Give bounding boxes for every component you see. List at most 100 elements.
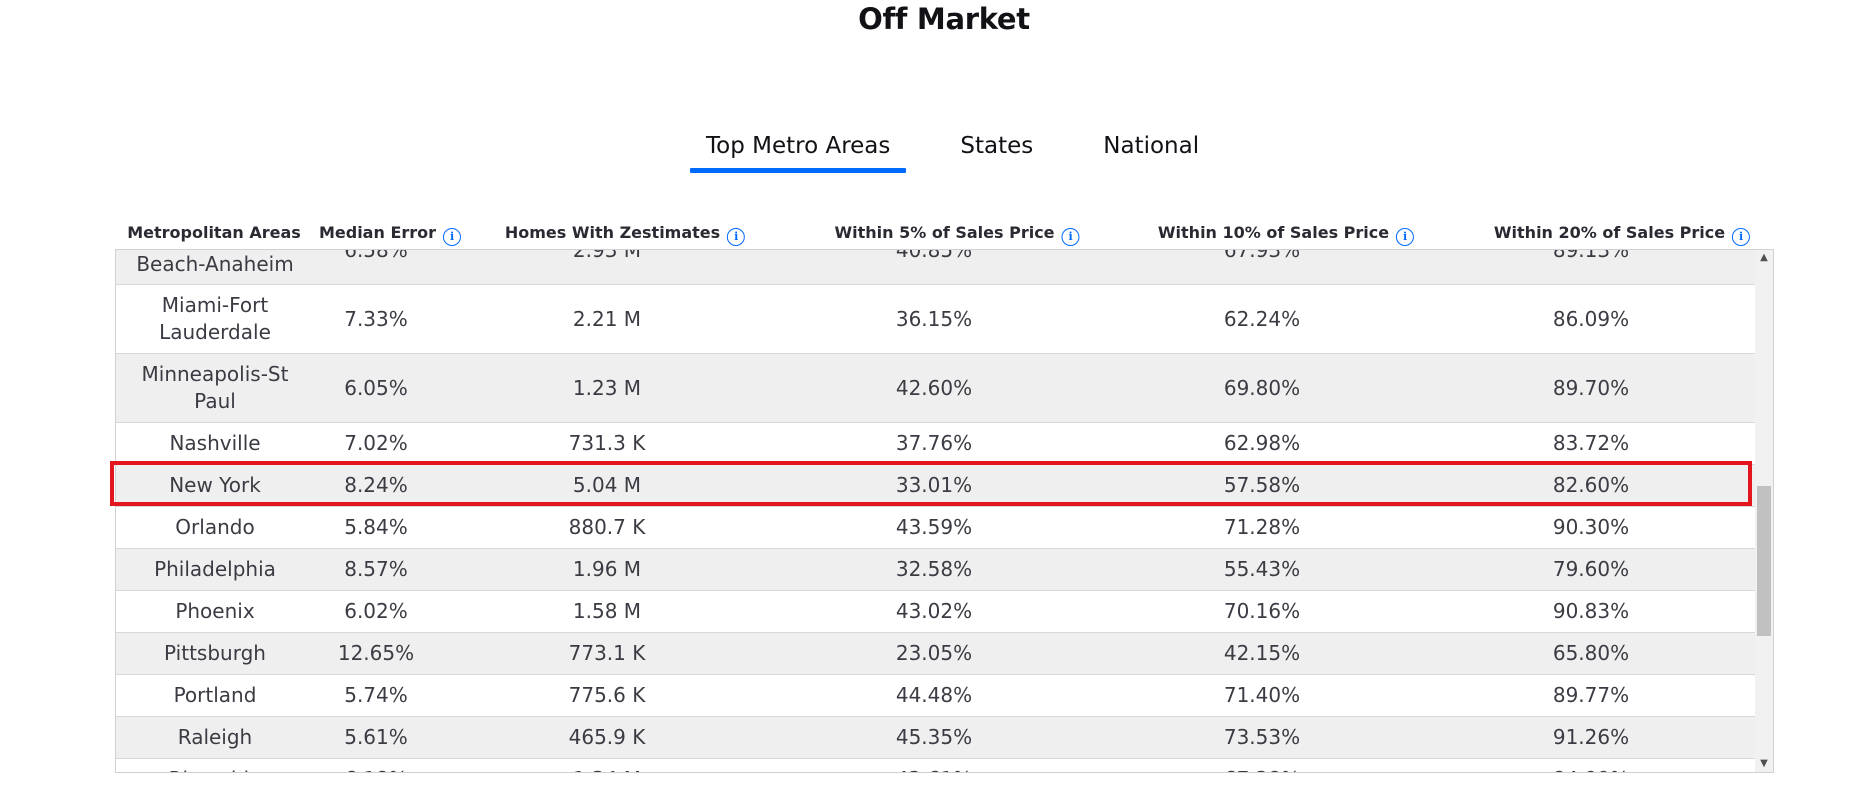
table-row: Raleigh 5.61% 465.9 K 45.35% 73.53% 91.26% (116, 717, 1756, 759)
value-cell-within20: 82.60% (1552, 473, 1630, 497)
value-cell-homes: 773.1 K (568, 641, 646, 665)
table-scroll-area[interactable]: Los Angeles-Long Beach-Anaheim 6.58% 2.93 … (115, 249, 1774, 773)
table-row: Orlando 5.84% 880.7 K 43.59% 71.28% 90.30% (116, 507, 1756, 549)
metro-name-cell: New York (169, 473, 261, 497)
value-cell-median-error: 8.24% (344, 473, 408, 497)
info-icon[interactable]: i (1396, 228, 1415, 246)
column-header-homes-with-zestimates[interactable]: Homes With Zestimates i (504, 218, 746, 248)
table-header: Metropolitan Areas Median Error i Homes W… (115, 218, 1775, 248)
value-cell-within5: 45.35% (895, 725, 973, 749)
metro-name-cell: Los Angeles-Long Beach-Anaheim (136, 251, 294, 276)
table-row: Philadelphia 8.57% 1.96 M 32.58% 55.43% 79.60… (116, 549, 1756, 591)
value-cell-homes: 1.34 M (507, 759, 707, 772)
value-cell-homes: 1.96 M (572, 557, 642, 581)
value-cell-median-error: 6.05% (344, 375, 408, 400)
metro-name-cell: Minneapolis-St Paul (141, 362, 289, 413)
value-cell-within20: 84.99% (1491, 759, 1691, 772)
metro-name-cell: Portland (173, 683, 257, 707)
value-cell-median-error: 6.58% (344, 249, 408, 262)
table-row: Miami-Fort Lauderdale 7.33% 2.21 M 36.15% 62… (116, 285, 1756, 354)
value-cell-within10: 55.43% (1223, 557, 1301, 581)
value-cell-within5: 33.01% (895, 473, 973, 497)
column-header-label: Homes With Zestimates (504, 223, 721, 242)
value-cell-within5: 32.58% (895, 557, 973, 581)
value-cell-within20: 90.30% (1552, 515, 1630, 539)
info-icon[interactable]: i (1732, 228, 1751, 246)
vertical-scrollbar[interactable]: ▲ ▼ (1755, 250, 1773, 772)
value-cell-within20: 86.09% (1552, 306, 1630, 331)
value-cell-within20: 89.77% (1552, 683, 1630, 707)
value-cell-median-error: 5.74% (344, 683, 408, 707)
metro-name-cell: Phoenix (175, 599, 255, 623)
value-cell-within10: 67.28% (1162, 759, 1362, 772)
metro-name-cell: Raleigh (177, 725, 253, 749)
info-icon[interactable]: i (443, 228, 462, 246)
value-cell-homes: 2.21 M (572, 306, 642, 331)
scroll-down-arrow-icon[interactable]: ▼ (1760, 758, 1768, 769)
page-title: Off Market (858, 2, 1030, 36)
scroll-up-arrow-icon[interactable]: ▲ (1760, 252, 1768, 263)
table-row: Riverside6.18% 1.34 M 42.61% 67.28% 84.99% (116, 759, 1756, 772)
value-cell-median-error: 6.02% (344, 599, 408, 623)
value-cell-within10: 67.93% (1223, 249, 1301, 262)
value-cell-within5: 23.05% (895, 641, 973, 665)
value-cell-within10: 62.98% (1223, 431, 1301, 455)
metro-name-cell: Philadelphia (154, 557, 276, 581)
column-header-label: Median Error (318, 223, 437, 242)
value-cell-within20: 90.83% (1552, 599, 1630, 623)
region-tabs: Top Metro Areas States National (690, 126, 1253, 176)
value-cell-median-error: 8.57% (344, 557, 408, 581)
metro-name-cell: Nashville (169, 431, 261, 455)
value-cell-within10: 71.28% (1223, 515, 1301, 539)
value-cell-within5: 42.60% (895, 375, 973, 400)
value-cell-within20: 83.72% (1552, 431, 1630, 455)
value-cell-within10: 42.15% (1223, 641, 1301, 665)
value-cell-homes: 1.23 M (572, 375, 642, 400)
scrollbar-thumb[interactable] (1757, 486, 1771, 636)
table-row: Phoenix 6.02% 1.58 M 43.02% 70.16% 90.83% (116, 591, 1756, 633)
column-header-label: Within 10% of Sales Price (1157, 223, 1390, 242)
value-cell-homes: 5.04 M (572, 473, 642, 497)
table-body: Los Angeles-Long Beach-Anaheim 6.58% 2.93 … (116, 249, 1756, 772)
column-header-median-error[interactable]: Median Error i (318, 218, 462, 248)
value-cell-within20: 65.80% (1552, 641, 1630, 665)
table-row: Minneapolis-St Paul 6.05% 1.23 M 42.60% 69.8… (116, 354, 1756, 423)
table-row: Pittsburgh 12.65% 773.1 K 23.05% 42.15% 65.80… (116, 633, 1756, 675)
value-cell-homes: 465.9 K (568, 725, 646, 749)
value-cell-within5: 43.59% (895, 515, 973, 539)
info-icon[interactable]: i (727, 228, 746, 246)
column-header-label: Within 20% of Sales Price (1493, 223, 1726, 242)
metro-name-cell: Pittsburgh (164, 641, 266, 665)
value-cell-median-error: 12.65% (337, 641, 415, 665)
value-cell-within5: 44.48% (895, 683, 973, 707)
column-header-within-5[interactable]: Within 5% of Sales Price i (834, 218, 1080, 248)
column-header-label: Metropolitan Areas (127, 223, 301, 242)
value-cell-homes: 880.7 K (568, 515, 646, 539)
value-cell-homes: 731.3 K (568, 431, 646, 455)
value-cell-homes: 775.6 K (568, 683, 646, 707)
column-header-metropolitan-areas[interactable]: Metropolitan Areas (127, 218, 301, 248)
value-cell-within10: 70.16% (1223, 599, 1301, 623)
info-icon[interactable]: i (1061, 228, 1080, 246)
tab-states[interactable]: States (960, 133, 1034, 159)
value-cell-median-error: 5.61% (344, 725, 408, 749)
value-cell-median-error: 7.02% (344, 431, 408, 455)
table-row: Los Angeles-Long Beach-Anaheim 6.58% 2.93 … (116, 249, 1756, 285)
value-cell-within5: 40.85% (895, 249, 973, 262)
table-row: New York 8.24% 5.04 M 33.01% 57.58% 82.60% (116, 465, 1756, 507)
table-row: Nashville 7.02% 731.3 K 37.76% 62.98% 83.72% (116, 423, 1756, 465)
tab-top-metro-areas[interactable]: Top Metro Areas (690, 126, 907, 173)
value-cell-within10: 57.58% (1223, 473, 1301, 497)
table-row: Portland 5.74% 775.6 K 44.48% 71.40% 89.77% (116, 675, 1756, 717)
value-cell-within10: 62.24% (1223, 306, 1301, 331)
metro-name-cell: Miami-Fort Lauderdale (159, 293, 271, 344)
value-cell-within10: 73.53% (1223, 725, 1301, 749)
metro-name-cell: Riverside (125, 759, 305, 772)
value-cell-within5: 37.76% (895, 431, 973, 455)
column-header-label: Within 5% of Sales Price (834, 223, 1055, 242)
value-cell-median-error: 7.33% (344, 306, 408, 331)
value-cell-within20: 91.26% (1552, 725, 1630, 749)
tab-national[interactable]: National (1103, 133, 1200, 159)
column-header-within-20[interactable]: Within 20% of Sales Price i (1493, 218, 1751, 248)
column-header-within-10[interactable]: Within 10% of Sales Price i (1157, 218, 1415, 248)
